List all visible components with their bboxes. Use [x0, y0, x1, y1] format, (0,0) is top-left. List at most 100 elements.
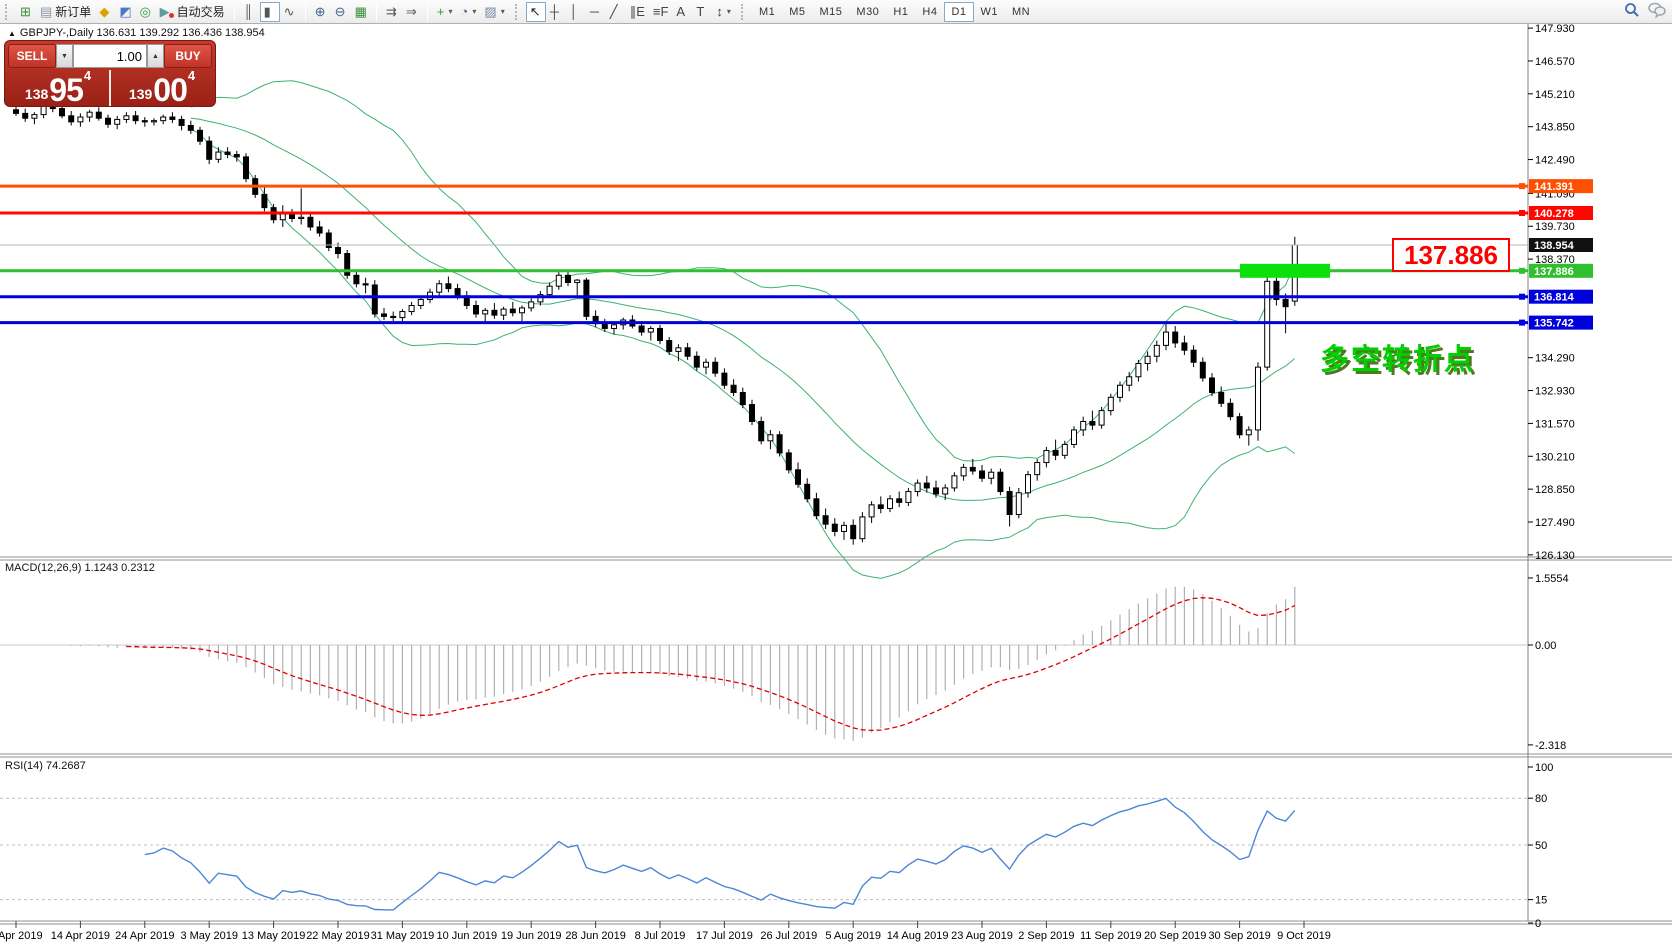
buy-button[interactable]: BUY [164, 44, 212, 68]
chart-shift-icon: ⇉ [385, 4, 397, 19]
candle-body [537, 294, 544, 303]
volume-increase-button[interactable]: ▲ [147, 44, 164, 68]
rsi-tick-label: 0 [1535, 918, 1541, 930]
tile-windows-button[interactable]: ▦ [351, 2, 371, 22]
candle-body [77, 116, 84, 123]
price-tag-label: 141.391 [1534, 181, 1574, 193]
arrows-tool-button[interactable]: ↕ ▾ [712, 2, 735, 22]
timeframe-button-H1[interactable]: H1 [886, 2, 915, 22]
candle-body [197, 129, 203, 142]
templates-button[interactable]: ▨ ▾ [480, 2, 508, 22]
text-tool-button[interactable]: A [672, 2, 692, 22]
timeframe-button-M15[interactable]: M15 [813, 2, 850, 22]
new-order-button[interactable]: ▤ 新订单 [36, 2, 95, 22]
candle-body [942, 487, 949, 495]
toolbar-grip[interactable] [740, 3, 746, 20]
new-chart-button[interactable]: ⊞ [16, 2, 36, 22]
search-icon[interactable] [1624, 2, 1640, 18]
buy-price-point: 4 [187, 68, 196, 83]
buy-price[interactable]: 139 00 4 [112, 68, 212, 106]
vertical-line-tool-button[interactable]: │ [566, 2, 586, 22]
line-chart-button[interactable]: ∿ [280, 2, 300, 22]
trendline-tool-button[interactable]: ╱ [606, 2, 626, 22]
chart-title: ▲ GBPJPY-,Daily 136.631 139.292 136.436 1… [8, 27, 265, 39]
candle-body [841, 524, 847, 532]
candle-body [1034, 462, 1041, 476]
date-label: 2 Sep 2019 [1018, 930, 1074, 942]
candle-body [1080, 420, 1087, 431]
price-level-callout[interactable]: 137.886 [1392, 238, 1510, 272]
chart-shift-button[interactable]: ⇉ [382, 2, 402, 22]
candle-body [169, 116, 176, 120]
zoom-in-button[interactable]: ⊕ [311, 2, 331, 22]
turning-point-annotation[interactable]: 多空转折点 [1320, 344, 1476, 376]
profile-button[interactable]: ◩ [115, 2, 135, 22]
zoom-out-button[interactable]: ⊖ [331, 2, 351, 22]
price-tag [1529, 206, 1593, 221]
price-tick-label: 147.930 [1535, 24, 1575, 35]
price-tick-label: 145.210 [1535, 89, 1575, 101]
timeframe-button-M5[interactable]: M5 [782, 2, 812, 22]
sell-button[interactable]: SELL [8, 44, 56, 68]
label-tool-button[interactable]: T [692, 2, 712, 22]
volume-input[interactable] [73, 44, 147, 68]
timeframe-button-M30[interactable]: M30 [849, 2, 886, 22]
line-anchor-marker[interactable] [1519, 210, 1525, 217]
fibonacci-tool-button[interactable]: ≡F [649, 2, 673, 22]
chart-canvas: 147.930146.570145.210143.850142.490141.0… [0, 24, 1672, 942]
candle-body [905, 491, 912, 503]
buy-price-figure: 139 [128, 86, 153, 102]
candle-body [813, 498, 820, 517]
highlight-zone-box[interactable] [1240, 263, 1330, 278]
line-anchor-marker[interactable] [1519, 267, 1525, 274]
collapse-triangle-icon[interactable]: ▲ [8, 29, 16, 38]
horizontal-line-tool-button[interactable]: ─ [586, 2, 606, 22]
metaeditor-button[interactable]: ◆ [95, 2, 115, 22]
timeframe-button-M1[interactable]: M1 [752, 2, 782, 22]
channel-tool-button[interactable]: ∥E [626, 2, 649, 22]
autotrading-button[interactable]: ▶ 自动交易 [156, 2, 229, 22]
timeframe-button-W1[interactable]: W1 [974, 2, 1006, 22]
line-anchor-marker[interactable] [1519, 319, 1525, 326]
auto-scroll-button[interactable]: ⇒ [402, 2, 422, 22]
timeframe-button-H4[interactable]: H4 [915, 2, 944, 22]
candle-body [712, 361, 719, 374]
channel-tool-icon: ∥E [629, 4, 645, 19]
toolbar-grip[interactable] [514, 3, 520, 20]
crosshair-tool-button[interactable]: ┼ [546, 2, 566, 22]
chat-icon[interactable] [1648, 2, 1666, 18]
line-anchor-marker[interactable] [1519, 183, 1525, 190]
candle-body [178, 118, 185, 126]
timeframe-button-D1[interactable]: D1 [944, 1, 974, 22]
timeframe-button-MN[interactable]: MN [1005, 2, 1037, 22]
indicators-button[interactable]: + ▾ [433, 2, 457, 22]
candle-body [822, 515, 829, 525]
candle-body [59, 108, 65, 117]
signals-button[interactable]: ◎ [136, 2, 156, 22]
line-anchor-marker[interactable] [1519, 293, 1525, 300]
date-label: 30 Sep 2019 [1208, 930, 1270, 942]
bar-chart-button[interactable]: ║ [240, 2, 260, 22]
sell-price[interactable]: 138 95 4 [8, 68, 108, 106]
candle-body [684, 347, 691, 357]
toolbar-grip[interactable] [5, 3, 10, 20]
candle-body [224, 151, 231, 155]
volume-decrease-button[interactable]: ▼ [56, 44, 73, 68]
candle-body [1255, 366, 1261, 431]
candlestick-button[interactable]: ▮ [259, 1, 280, 22]
date-label: 28 Jun 2019 [565, 930, 626, 942]
periods-button[interactable]: ◔ ▾ [457, 2, 481, 22]
candle-body [298, 216, 305, 220]
crosshair-tool-icon: ┼ [549, 4, 559, 19]
candle-body [675, 347, 682, 352]
candle-body [850, 524, 857, 540]
candle-body [988, 471, 995, 479]
candle-body [68, 115, 75, 123]
price-tick-label: 127.490 [1535, 517, 1575, 529]
candle-body [795, 469, 801, 485]
candle-body [408, 304, 415, 313]
price-tag [1529, 179, 1593, 194]
cursor-tool-button[interactable]: ↖ [525, 1, 546, 22]
sell-price-figure: 138 [24, 86, 49, 102]
rsi-tick-label: 80 [1535, 793, 1547, 805]
